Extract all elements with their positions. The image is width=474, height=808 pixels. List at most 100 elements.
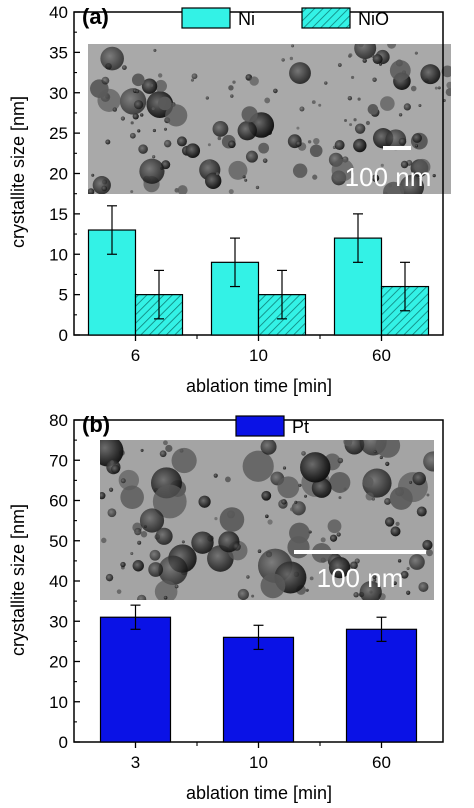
particle <box>138 144 148 154</box>
y-tick-label-a: 40 <box>49 3 68 22</box>
particle <box>398 113 403 117</box>
particle <box>327 519 342 534</box>
particle <box>353 592 359 598</box>
particle <box>406 590 411 595</box>
particle <box>320 537 326 543</box>
scale-bar-label-b: 100 nm <box>317 563 404 593</box>
particle <box>309 576 314 581</box>
particle <box>426 493 430 497</box>
particle <box>389 60 411 81</box>
particle <box>135 89 140 94</box>
particle <box>289 62 311 84</box>
particle <box>137 594 147 600</box>
particle <box>159 450 167 458</box>
particle <box>140 113 144 117</box>
particle <box>372 77 377 82</box>
particle <box>260 440 277 455</box>
particle <box>237 588 249 600</box>
particle <box>230 94 234 98</box>
legend-a: Ni NiO <box>181 7 389 29</box>
particle <box>207 143 211 147</box>
particle <box>348 53 353 58</box>
plot-area-a: 0 5 10 15 20 25 30 35 40 6 10 60 <box>49 3 444 365</box>
y-axis-title-b: crystallite size [nm] <box>8 504 28 656</box>
particle <box>434 86 438 90</box>
particle <box>228 189 234 194</box>
particle <box>395 521 400 526</box>
particle <box>152 155 156 159</box>
particle <box>287 536 310 559</box>
particle <box>409 480 413 484</box>
panel-label-b: (b) <box>82 412 110 437</box>
particle <box>139 158 165 184</box>
particle <box>131 73 145 87</box>
particle <box>120 116 125 121</box>
particle <box>219 507 245 532</box>
particle <box>130 121 134 125</box>
tem-inset-a: 100 nm <box>88 44 451 194</box>
particle <box>204 172 222 190</box>
particle <box>262 158 268 163</box>
particle <box>385 461 390 466</box>
particle <box>403 103 411 111</box>
particle <box>151 107 155 111</box>
particle <box>153 48 157 52</box>
particle <box>190 78 194 82</box>
panel-a: 100 nm 0 5 10 15 20 25 30 35 40 6 10 60 Ni NiO (a) a… <box>8 3 451 396</box>
particle <box>105 139 111 145</box>
particle <box>150 83 154 87</box>
particle <box>372 575 377 580</box>
particle <box>353 118 357 122</box>
panel-label-a: (a) <box>82 4 109 29</box>
particle <box>174 584 179 589</box>
scale-bar-a <box>383 146 411 150</box>
particle <box>304 494 308 498</box>
particle <box>120 561 126 568</box>
particle <box>225 476 231 483</box>
particle <box>409 554 425 570</box>
particle <box>393 581 397 586</box>
particle <box>305 588 309 592</box>
particle <box>214 517 218 521</box>
particle <box>112 107 117 112</box>
particle <box>237 121 257 141</box>
particle <box>291 44 295 48</box>
particle <box>383 440 387 443</box>
particle <box>298 483 302 487</box>
particle <box>163 595 168 600</box>
particle <box>232 542 241 551</box>
particle <box>121 65 127 70</box>
particle <box>414 158 431 175</box>
particle <box>120 485 144 510</box>
particle <box>441 65 451 78</box>
particle <box>308 530 312 534</box>
x-tick-label-b: 10 <box>249 753 268 772</box>
x-tick-label-a: 10 <box>249 346 268 365</box>
particle <box>264 97 271 104</box>
particle <box>365 120 371 126</box>
particle <box>344 118 348 122</box>
y-tick-label-a: 10 <box>49 245 68 264</box>
particle <box>354 123 366 134</box>
particle <box>300 452 331 483</box>
particle <box>365 492 374 501</box>
particle <box>331 158 354 182</box>
particle <box>358 44 364 48</box>
particle <box>338 496 342 500</box>
particle <box>165 104 188 127</box>
scale-bar-label-a: 100 nm <box>345 162 432 192</box>
particle <box>198 495 211 508</box>
particle <box>100 440 124 467</box>
particle <box>105 573 114 582</box>
particle <box>399 575 403 579</box>
y-tick-label-a: 5 <box>59 286 68 305</box>
particle <box>176 136 187 147</box>
x-tick-label-a: 6 <box>131 346 140 365</box>
particle <box>353 138 367 153</box>
particle <box>295 140 302 147</box>
particle <box>437 86 441 90</box>
particle <box>412 133 422 143</box>
particle <box>307 140 312 144</box>
legend-label-ni: Ni <box>238 9 255 29</box>
particle <box>205 96 209 100</box>
